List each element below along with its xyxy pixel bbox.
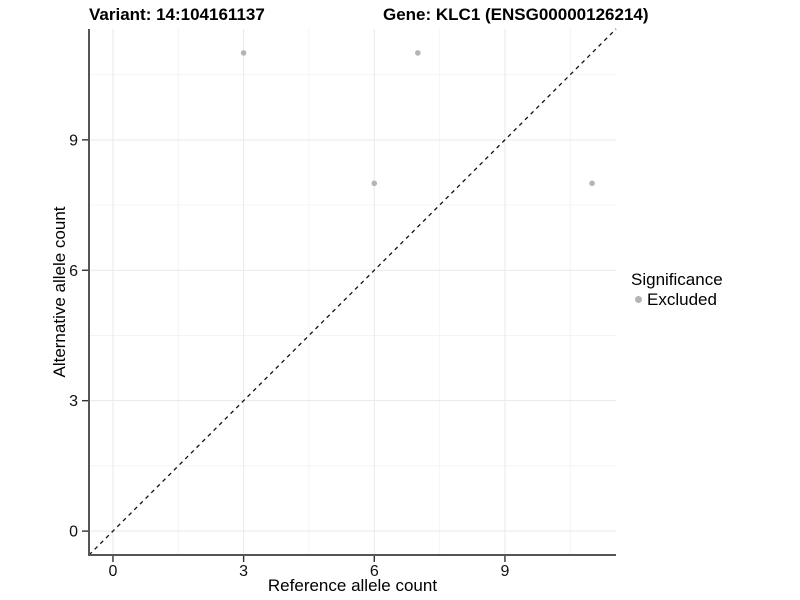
x-tick-label: 3 xyxy=(239,563,248,580)
variant-title: Variant: 14:104161137 xyxy=(89,5,265,24)
legend-point-icon xyxy=(635,296,642,303)
x-axis-title: Reference allele count xyxy=(267,576,438,595)
data-point xyxy=(371,180,378,187)
identity-dashed-line xyxy=(88,28,617,556)
data-point xyxy=(240,50,247,56)
x-tick-label: 0 xyxy=(109,563,118,580)
legend-item: Excluded xyxy=(631,290,723,309)
legend-items: Excluded xyxy=(631,290,723,309)
y-tick-label: 3 xyxy=(69,393,78,410)
legend-item-label: Excluded xyxy=(647,290,717,309)
y-axis-title: Alternative allele count xyxy=(50,206,69,378)
x-tick-label: 6 xyxy=(370,563,379,580)
y-tick-label: 6 xyxy=(69,263,78,280)
y-tick-label: 0 xyxy=(69,524,78,541)
gene-title: Gene: KLC1 (ENSG00000126214) xyxy=(383,5,649,24)
y-tick-label: 9 xyxy=(69,132,78,149)
legend: Significance Excluded xyxy=(631,270,723,309)
x-tick-label: 9 xyxy=(500,563,509,580)
data-point xyxy=(415,50,421,56)
legend-title: Significance xyxy=(631,270,723,289)
data-point xyxy=(589,180,595,187)
